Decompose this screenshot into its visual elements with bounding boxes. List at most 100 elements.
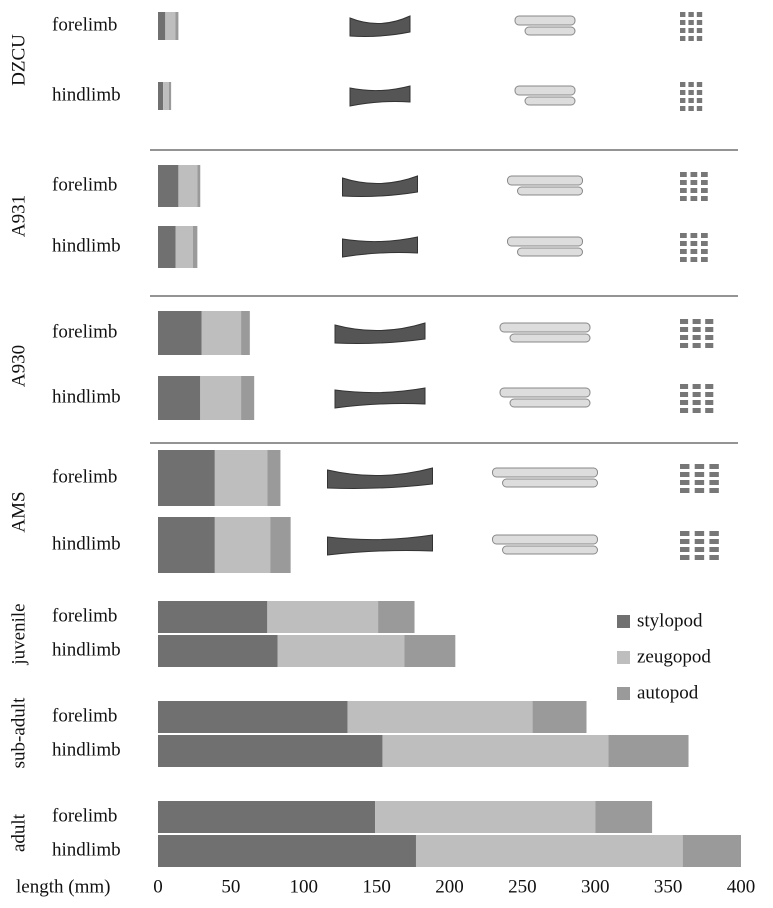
bone-shape (680, 531, 690, 536)
bone-shape (701, 233, 708, 238)
bone-shape (688, 90, 694, 95)
bone-shape (680, 241, 687, 246)
bar-segment (532, 701, 587, 733)
bone-shape (680, 464, 690, 469)
bar-segment (158, 311, 202, 355)
bone-shape (694, 531, 705, 536)
bone-shape (680, 547, 690, 552)
x-tick-label: 200 (435, 876, 464, 897)
x-tick-label: 150 (362, 876, 391, 897)
bone-shape (680, 555, 690, 560)
bone-shape (680, 400, 689, 405)
legend-label: zeugopod (637, 646, 711, 667)
bone-shape (709, 539, 719, 544)
bone-shape (680, 172, 687, 177)
bar-segment (608, 735, 689, 767)
bar-segment (158, 835, 416, 867)
bone-shape (688, 82, 694, 87)
bone-shape (509, 398, 591, 408)
row-label: hindlimb (52, 839, 121, 860)
bar-segment (178, 165, 198, 207)
bar-segment (200, 376, 242, 420)
bone-shape (517, 186, 583, 196)
bone-shape (680, 196, 687, 201)
bone-illustration (334, 384, 714, 413)
bone-shape (705, 392, 714, 397)
bone-shape (694, 480, 705, 485)
bone-shape (696, 28, 703, 33)
bone-shape (694, 488, 705, 493)
bar-segment (175, 12, 179, 40)
legend-label: autopod (637, 682, 699, 703)
bar-segment (163, 82, 169, 110)
bar-segment (382, 735, 609, 767)
bone-shape (680, 188, 687, 193)
bone-shape (680, 480, 690, 485)
bar-segment (267, 450, 281, 506)
bone-shape (327, 534, 433, 556)
bone-shape (680, 472, 690, 477)
bar-segment (158, 226, 176, 268)
bone-shape (692, 400, 701, 405)
legend-swatch (617, 687, 630, 700)
bar-segment (158, 801, 376, 833)
legend-swatch (617, 651, 630, 664)
row-label: hindlimb (52, 639, 121, 660)
row-label: forelimb (52, 805, 117, 826)
bar-segment (158, 735, 383, 767)
x-tick-label: 100 (290, 876, 319, 897)
bone-shape (680, 180, 687, 185)
x-tick-label: 350 (654, 876, 683, 897)
bone-shape (509, 333, 591, 343)
bone-shape (502, 545, 598, 555)
bone-shape (688, 20, 694, 25)
bar-segment (158, 701, 348, 733)
bone-shape (709, 547, 719, 552)
bone-shape (492, 467, 598, 478)
bone-illustration (342, 233, 708, 262)
bone-illustration (342, 172, 708, 201)
row-label: forelimb (52, 321, 117, 342)
bone-shape (517, 247, 583, 257)
bone-shape (680, 249, 687, 254)
bone-shape (696, 82, 703, 87)
bone-illustration (327, 464, 719, 493)
bone-shape (680, 98, 686, 103)
bone-shape (705, 327, 714, 332)
bone-shape (705, 319, 714, 324)
group-label: sub-adult (8, 697, 29, 768)
bar-segment (375, 801, 596, 833)
bone-illustration (327, 531, 719, 560)
bone-shape (701, 188, 708, 193)
bone-shape (694, 539, 705, 544)
bone-shape (694, 547, 705, 552)
bone-shape (680, 384, 689, 389)
bone-shape (680, 233, 687, 238)
bone-shape (692, 384, 701, 389)
bone-shape (690, 257, 698, 262)
bone-shape (692, 408, 701, 413)
bone-shape (709, 464, 719, 469)
bar-segment (270, 517, 291, 573)
bone-illustration (334, 319, 714, 348)
group-label: DZCU (8, 34, 29, 86)
bone-shape (696, 98, 703, 103)
row-label: forelimb (52, 14, 117, 35)
bone-shape (349, 15, 411, 37)
bar-segment (168, 82, 172, 110)
row-label: forelimb (52, 705, 117, 726)
bar-segment (241, 376, 255, 420)
bone-shape (690, 188, 698, 193)
bone-shape (499, 387, 591, 398)
row-label: forelimb (52, 605, 117, 626)
bar-segment (158, 82, 164, 110)
bone-shape (709, 488, 719, 493)
bar-segment (165, 12, 176, 40)
row-label: hindlimb (52, 386, 121, 407)
bone-shape (705, 335, 714, 340)
bar-segment (267, 601, 379, 633)
bone-shape (690, 196, 698, 201)
bone-shape (499, 322, 591, 333)
bone-shape (690, 241, 698, 246)
